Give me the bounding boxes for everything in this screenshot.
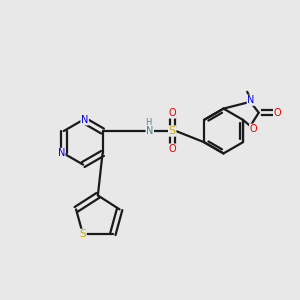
Text: O: O [274, 108, 281, 118]
Text: O: O [250, 124, 257, 134]
Text: S: S [169, 126, 176, 136]
Text: N: N [58, 148, 65, 158]
Text: O: O [168, 144, 176, 154]
Text: N: N [146, 126, 154, 136]
Text: H: H [146, 118, 152, 127]
Text: N: N [247, 95, 255, 105]
Text: N: N [81, 115, 88, 125]
Text: S: S [80, 229, 86, 239]
Text: O: O [168, 108, 176, 118]
